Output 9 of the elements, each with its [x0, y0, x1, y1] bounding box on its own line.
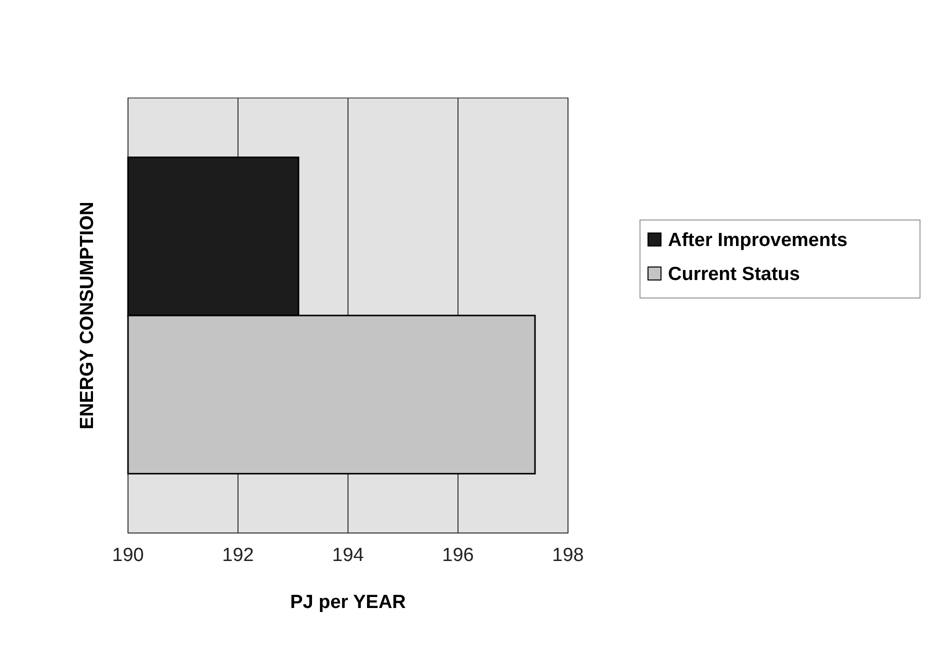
x-axis-title: PJ per YEAR	[290, 592, 406, 613]
x-tick-label: 190	[112, 545, 144, 566]
x-tick-label: 198	[552, 545, 584, 566]
y-axis-title: ENERGY CONSUMPTION	[77, 202, 98, 430]
legend-label: Current Status	[668, 264, 800, 285]
legend-label: After Improvements	[668, 230, 848, 251]
x-tick-label: 192	[222, 545, 254, 566]
x-tick-label: 194	[332, 545, 364, 566]
x-tick-label: 196	[442, 545, 474, 566]
